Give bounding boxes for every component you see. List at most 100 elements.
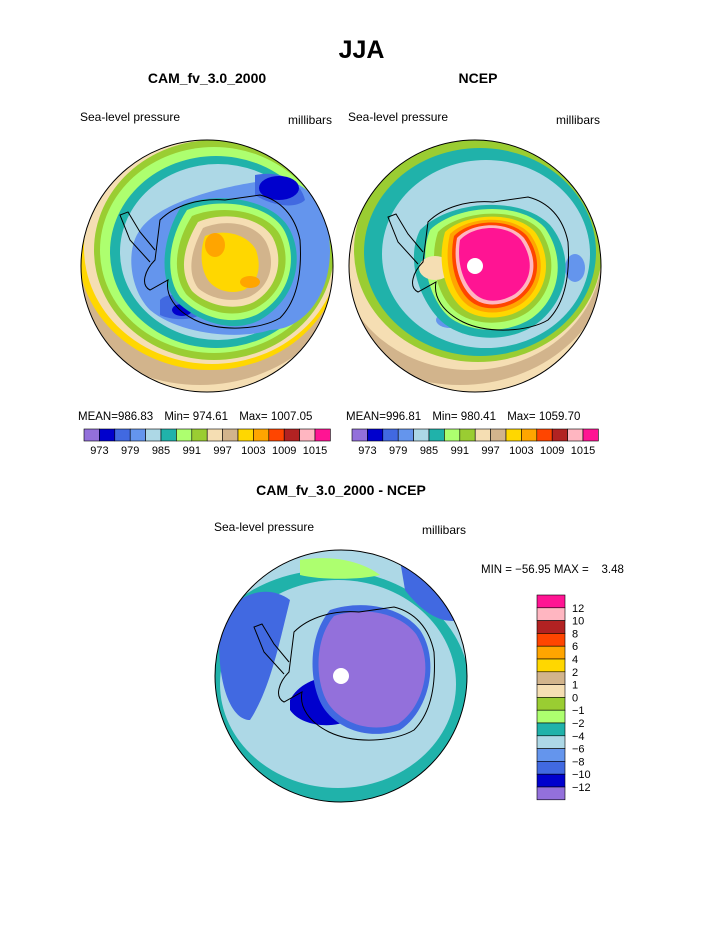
colorbar-3-tick-label: 1 [572, 680, 578, 692]
panel-2-stats: MEAN=996.81 Min= 980.41 Max= 1059.70 [346, 411, 580, 423]
colorbar-2-swatch-13 [551, 428, 568, 442]
panel-1-units-label: millibars [288, 113, 333, 127]
colorbar-1-swatch-13 [283, 428, 300, 442]
colorbar-2-tick-label: 1003 [509, 445, 533, 457]
colorbar-2-tick-label: 997 [481, 445, 499, 457]
panel-2-max-value: 1059.70 [538, 411, 581, 423]
panel-1-max-label: Max= [239, 411, 268, 423]
panel-1-mean-value: 986.83 [117, 411, 154, 423]
page-title: JJA [338, 36, 385, 64]
colorbar-3-swatch-6 [536, 671, 566, 685]
colorbar-2-tick-label: 1009 [540, 445, 564, 457]
colorbar-3-swatch-10 [536, 722, 566, 737]
colorbar-2-swatch-10 [505, 428, 522, 442]
colorbar-2-swatch-0 [351, 428, 368, 442]
map-2-frame [348, 139, 602, 393]
colorbar-3-swatch-9 [536, 709, 566, 724]
panel-2-left-label: Sea-level pressure [348, 110, 449, 124]
colorbar-3-tick-label: 10 [572, 616, 584, 628]
colorbar-1-tick-label: 1015 [303, 445, 327, 457]
panel-1-min-label: Min= [164, 411, 190, 423]
colorbar-1-swatch-4 [145, 428, 162, 442]
panel-2-min-value: 980.41 [460, 411, 496, 423]
colorbar-1-swatch-15 [314, 428, 331, 442]
colorbar-2-tick-label: 973 [358, 445, 376, 457]
panel-2-mean-value: 996.81 [385, 411, 422, 423]
panel-2-max-label: Max= [507, 411, 536, 423]
colorbar-1-swatch-2 [114, 428, 131, 442]
colorbar-3-swatch-14 [536, 773, 566, 788]
colorbar-3-tick-label: 0 [572, 692, 578, 704]
panel-3-left-label: Sea-level pressure [214, 520, 315, 534]
colorbar-2-swatch-11 [521, 428, 538, 442]
panel-1-mean-label: MEAN= [78, 411, 118, 423]
map-1-frame [80, 139, 334, 393]
colorbar-3-swatch-0 [536, 594, 566, 609]
colorbar-1-tick-label: 979 [121, 445, 139, 457]
colorbar-3-tick-label: −1 [572, 705, 585, 717]
colorbar-2-tick-label: 979 [389, 445, 407, 457]
colorbar-3-tick-label: −6 [572, 744, 585, 756]
colorbar-3-tick-label: 4 [572, 654, 578, 666]
map-1 [81, 140, 333, 392]
colorbar-3-swatch-12 [536, 748, 566, 762]
colorbar-1-swatch-3 [129, 428, 146, 442]
map-3-frame [214, 549, 468, 803]
colorbar-3-swatch-3 [536, 633, 566, 647]
colorbar-2-swatch-1 [367, 428, 384, 442]
colorbar-1-swatch-8 [206, 428, 223, 442]
colorbar-1-swatch-9 [222, 428, 239, 442]
colorbar-3-swatch-15 [536, 786, 566, 801]
panel-2-units-label: millibars [556, 113, 601, 127]
colorbar-1-swatch-7 [191, 428, 208, 442]
colorbar-1-tick-label: 973 [90, 445, 108, 457]
colorbar-1-swatch-11 [253, 428, 270, 442]
panel-3-title: CAM_fv_3.0_2000 - NCEP [256, 482, 426, 498]
colorbar-2-swatch-6 [444, 428, 461, 442]
colorbar-2-tick-label: 1015 [571, 445, 595, 457]
colorbar-3-tick-label: −12 [572, 782, 591, 794]
colorbar-3-tick-label: −4 [572, 731, 585, 743]
colorbar-2-swatch-8 [474, 428, 491, 442]
colorbar-1: 973 979 985 991 997 1003 1009 1015 [83, 428, 331, 457]
colorbar-2-swatch-3 [397, 428, 414, 442]
colorbar-1-tick-label: 1009 [272, 445, 296, 457]
colorbar-3-tick-label: 6 [572, 641, 578, 653]
colorbar-3-swatch-11 [536, 735, 566, 749]
panel-3-units-label: millibars [422, 523, 467, 537]
colorbar-3-swatch-2 [536, 620, 566, 634]
colorbar-2-swatch-5 [428, 428, 445, 442]
colorbar-3-swatch-4 [536, 645, 566, 660]
colorbar-3-tick-label: −8 [572, 756, 585, 768]
panel-2-min-label: Min= [432, 411, 458, 423]
panel-1-left-label: Sea-level pressure [80, 110, 181, 124]
colorbar-2-tick-label: 985 [420, 445, 438, 457]
colorbar-2-swatch-14 [567, 428, 584, 442]
colorbar-1-tick-label: 985 [152, 445, 170, 457]
colorbar-3-swatch-13 [536, 761, 566, 775]
colorbar-1-swatch-5 [160, 428, 177, 442]
colorbar-1-swatch-12 [268, 428, 285, 442]
colorbar-1-swatch-14 [299, 428, 316, 442]
colorbar-3-swatch-5 [536, 658, 566, 673]
colorbar-2-swatch-2 [382, 428, 399, 442]
colorbar-1-tick-label: 991 [183, 445, 201, 457]
colorbar-2-swatch-15 [582, 428, 599, 442]
colorbar-2-swatch-7 [459, 428, 476, 442]
colorbar-2-swatch-12 [536, 428, 553, 442]
panel-1-max-value: 1007.05 [270, 411, 313, 423]
panel-3-min-max: MIN = −56.95 MAX = 3.48 [481, 564, 624, 576]
panel-1-stats: MEAN=986.83 Min= 974.61 Max= 1007.05 [78, 411, 312, 423]
panel-2-mean-label: MEAN= [346, 411, 386, 423]
colorbar-1-swatch-10 [237, 428, 254, 442]
colorbar-2-swatch-4 [413, 428, 430, 442]
colorbar-3-swatch-1 [536, 607, 566, 621]
colorbar-3-tick-label: −2 [572, 718, 585, 730]
colorbar-3-swatch-8 [536, 697, 566, 711]
colorbar-2-swatch-9 [490, 428, 507, 442]
colorbar-1-swatch-0 [83, 428, 100, 442]
colorbar-3-tick-label: 2 [572, 667, 578, 679]
panel-1-min-value: 974.61 [192, 411, 228, 423]
